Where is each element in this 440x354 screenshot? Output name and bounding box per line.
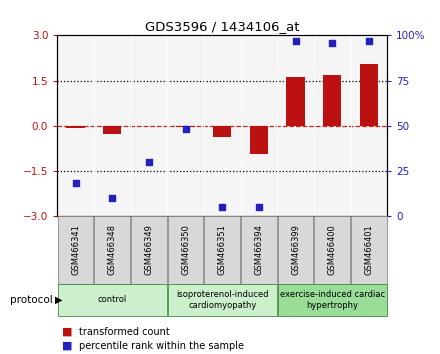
Point xyxy=(109,195,116,201)
Bar xyxy=(213,126,231,137)
Text: GSM466341: GSM466341 xyxy=(71,224,80,275)
Bar xyxy=(66,126,85,128)
Text: GSM466399: GSM466399 xyxy=(291,224,300,275)
Text: GSM466351: GSM466351 xyxy=(218,224,227,275)
Bar xyxy=(286,77,305,126)
Point xyxy=(145,159,152,165)
Text: GSM466394: GSM466394 xyxy=(254,224,264,275)
Text: GSM466350: GSM466350 xyxy=(181,224,190,275)
Point xyxy=(365,38,372,44)
Text: protocol: protocol xyxy=(10,295,53,305)
Bar xyxy=(250,126,268,154)
Point xyxy=(255,204,262,210)
Point xyxy=(182,126,189,132)
Text: control: control xyxy=(98,295,127,304)
Text: percentile rank within the sample: percentile rank within the sample xyxy=(79,341,244,351)
Text: ■: ■ xyxy=(62,341,72,351)
Text: exercise-induced cardiac
hypertrophy: exercise-induced cardiac hypertrophy xyxy=(280,290,385,309)
Bar xyxy=(103,126,121,134)
Bar xyxy=(360,64,378,126)
Text: GSM466348: GSM466348 xyxy=(108,224,117,275)
Bar xyxy=(176,126,195,127)
Text: GSM466349: GSM466349 xyxy=(144,224,154,275)
Text: ▶: ▶ xyxy=(55,295,62,305)
Title: GDS3596 / 1434106_at: GDS3596 / 1434106_at xyxy=(145,20,300,33)
Point xyxy=(72,181,79,186)
Text: transformed count: transformed count xyxy=(79,327,170,337)
Text: GSM466401: GSM466401 xyxy=(364,224,374,275)
Point xyxy=(219,204,226,210)
Text: ■: ■ xyxy=(62,327,72,337)
Point xyxy=(292,38,299,44)
Bar xyxy=(323,75,341,126)
Text: GSM466400: GSM466400 xyxy=(328,224,337,275)
Text: isoproterenol-induced
cardiomyopathy: isoproterenol-induced cardiomyopathy xyxy=(176,290,268,309)
Point xyxy=(329,40,336,45)
